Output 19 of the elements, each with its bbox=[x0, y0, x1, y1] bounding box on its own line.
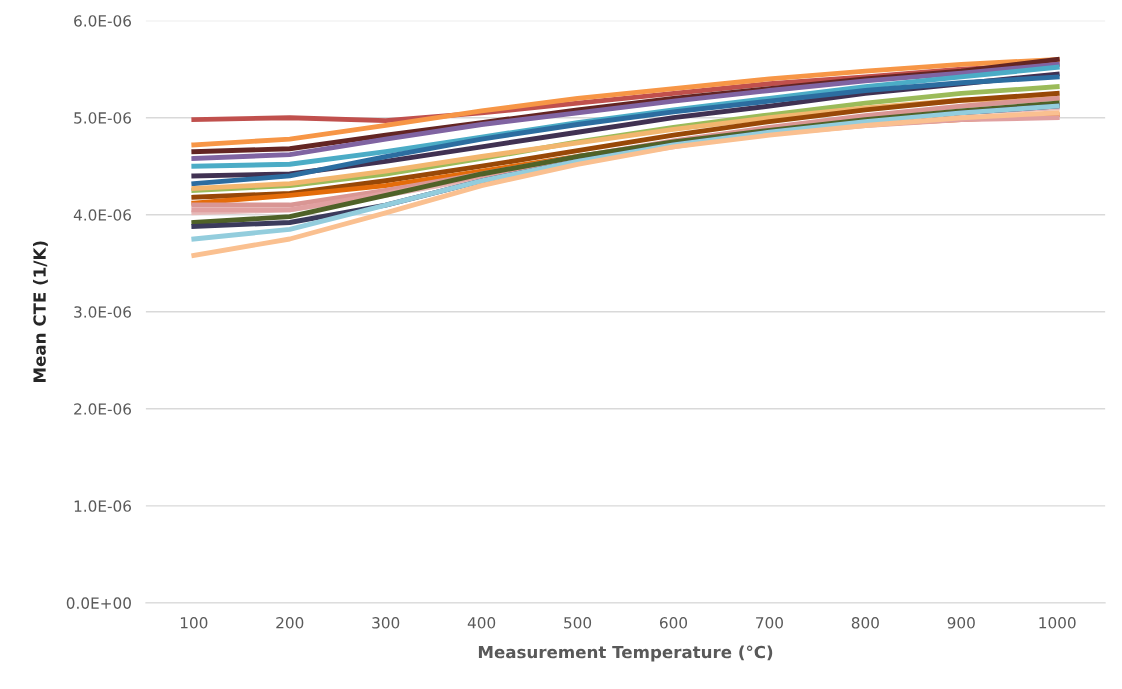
y-axis-title: Mean CTE (1/K) bbox=[33, 241, 48, 382]
x-tick-label: 600 bbox=[659, 617, 688, 629]
x-tick-label: 1000 bbox=[1039, 617, 1076, 629]
x-tick-label: 500 bbox=[564, 617, 592, 629]
y-tick-label: 5.0E-06 bbox=[74, 112, 132, 124]
y-tick-label: 6.0E-06 bbox=[74, 15, 132, 27]
y-tick-label: 1.0E-06 bbox=[74, 500, 132, 512]
x-tick-label: 200 bbox=[276, 617, 304, 629]
y-tick-label: 3.0E-06 bbox=[74, 306, 132, 318]
x-axis-title: Measurement Temperature (°C) bbox=[478, 645, 773, 662]
y-tick-label: 0.0E+00 bbox=[66, 597, 131, 609]
x-tick-label: 400 bbox=[467, 617, 496, 629]
x-tick-label: 100 bbox=[180, 617, 208, 629]
x-tick-label: 900 bbox=[947, 617, 975, 629]
x-tick-label: 800 bbox=[851, 617, 879, 629]
y-tick-label: 4.0E-06 bbox=[73, 209, 132, 221]
x-tick-label: 700 bbox=[756, 617, 783, 629]
x-tick-label: 300 bbox=[372, 617, 400, 629]
y-tick-label: 2.0E-06 bbox=[74, 403, 132, 415]
